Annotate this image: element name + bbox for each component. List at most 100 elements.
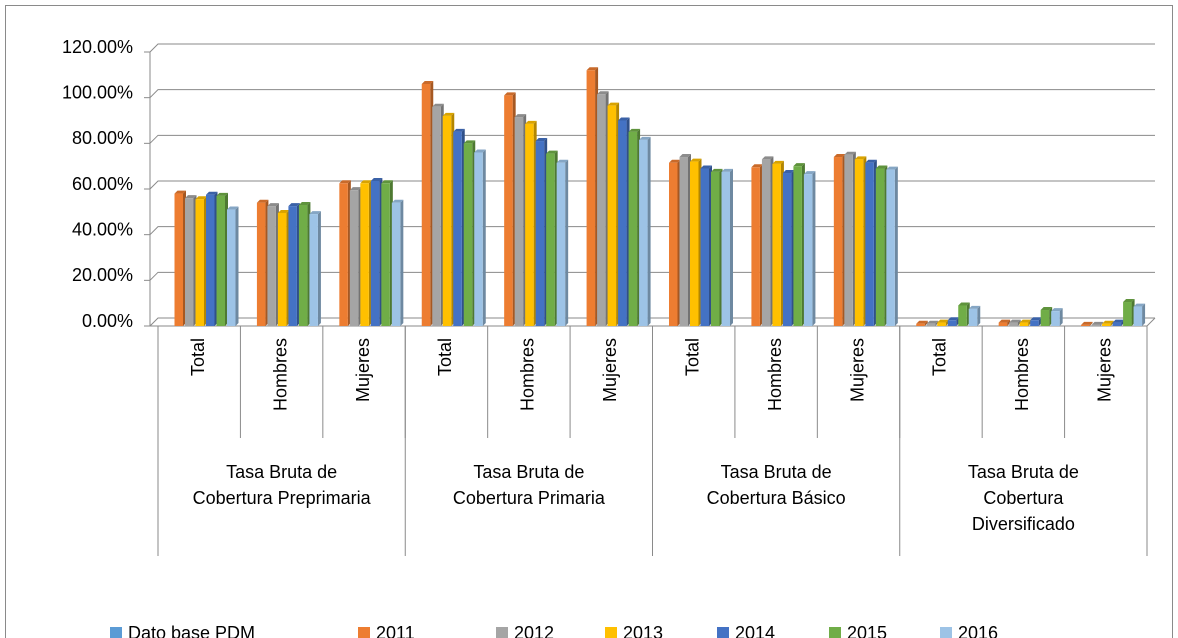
bar-face	[174, 193, 183, 326]
bar-face	[256, 202, 266, 326]
bar-face	[1112, 322, 1122, 326]
bar-face	[1123, 302, 1132, 326]
bar-face	[546, 150, 558, 154]
bar-face	[360, 183, 369, 326]
bar-face	[525, 120, 537, 124]
bar-face	[1133, 306, 1143, 326]
bar	[1019, 319, 1032, 326]
bar	[968, 305, 981, 326]
grid-line	[149, 134, 1155, 144]
bar-face	[647, 136, 651, 326]
bar	[947, 317, 960, 326]
bar-face	[298, 204, 308, 326]
bar-face	[679, 154, 691, 158]
bar-face	[474, 152, 483, 326]
bar-face	[216, 192, 228, 196]
bar-face	[1102, 323, 1111, 326]
bar-face	[1019, 322, 1029, 326]
bar-face	[1059, 308, 1063, 326]
bar	[628, 128, 641, 326]
bar-face	[865, 162, 874, 326]
bar	[751, 164, 763, 326]
bar-face	[288, 203, 300, 207]
bar-face	[679, 157, 688, 326]
bar	[597, 91, 609, 326]
bar	[833, 154, 846, 326]
group-label: Tasa Bruta de Cobertura Diversificado	[967, 462, 1079, 534]
bar-face	[597, 94, 606, 326]
bar	[1051, 308, 1063, 326]
bar-face	[288, 206, 297, 326]
x-tick-label: Total	[435, 338, 455, 376]
bar	[618, 117, 630, 326]
bar-face	[793, 166, 802, 326]
bar	[349, 187, 362, 326]
bar-face	[690, 161, 699, 326]
bar-face	[298, 201, 311, 205]
bar	[607, 102, 620, 327]
x-tick-label: Mujeres	[353, 338, 373, 402]
y-tick-label: 20.00%	[72, 265, 133, 285]
legend-label: Dato base PDM	[128, 623, 255, 638]
bar	[256, 199, 269, 326]
bar	[474, 149, 486, 326]
bar	[1030, 317, 1042, 326]
bar	[216, 192, 228, 326]
bar	[267, 203, 279, 326]
bar-face	[514, 117, 524, 326]
bar-face	[803, 174, 813, 326]
x-tick-label: Total	[188, 338, 208, 376]
bar-face	[924, 320, 928, 326]
bar-face	[751, 164, 763, 168]
bar-face	[256, 199, 269, 203]
x-tick-label: Hombres	[1012, 338, 1032, 411]
bar	[535, 138, 548, 326]
bar-face	[556, 162, 566, 326]
bar-face	[721, 168, 733, 172]
bar-face	[639, 136, 651, 140]
bar	[700, 165, 712, 326]
bar-face	[730, 168, 733, 326]
bar	[865, 159, 877, 326]
bar-face	[317, 211, 321, 326]
bar	[761, 156, 774, 326]
bar-face	[1081, 324, 1090, 326]
bar	[998, 319, 1011, 326]
bar-face	[926, 320, 939, 324]
bar-face	[628, 128, 641, 132]
bar-face	[751, 167, 760, 326]
bar-face	[793, 163, 805, 167]
bar-face	[442, 112, 455, 116]
bar-face	[482, 149, 486, 326]
legend-label: 2014	[735, 623, 775, 638]
bar	[782, 170, 795, 326]
bar	[556, 159, 569, 326]
bar-face	[926, 323, 936, 326]
bar	[370, 178, 383, 326]
bar	[360, 180, 372, 326]
bar	[1123, 299, 1135, 326]
bar-face	[916, 323, 925, 326]
bar-face	[628, 131, 638, 326]
bar-face	[772, 163, 781, 326]
bar-face	[865, 159, 877, 163]
legend-swatch	[496, 627, 508, 638]
bar-face	[998, 322, 1008, 326]
bar-face	[504, 95, 513, 326]
bar-face	[556, 159, 569, 163]
bar	[916, 320, 928, 326]
grid-line	[149, 317, 1155, 327]
bar-face	[309, 214, 318, 326]
bar-face	[844, 154, 853, 326]
bar	[875, 165, 888, 326]
group-label: Tasa Bruta de Cobertura Básico	[706, 462, 846, 508]
bar	[937, 319, 949, 326]
bar-face	[812, 171, 816, 326]
legend-swatch	[829, 627, 841, 638]
bar-face	[391, 199, 404, 203]
bar-face	[1112, 319, 1125, 323]
bar-face	[618, 117, 630, 121]
legend-swatch	[358, 627, 370, 638]
bar-face	[1051, 311, 1060, 326]
